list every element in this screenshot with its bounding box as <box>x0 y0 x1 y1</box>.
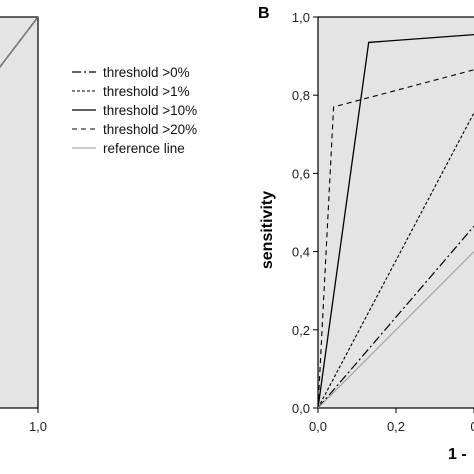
panel-b-x-tick-label: 0,2 <box>387 419 405 434</box>
legend-item: threshold >1% <box>72 84 190 99</box>
panel-b-x-ticks: 0,0 0,2 0 <box>309 408 474 434</box>
panel-b-y-tick-label: 1,0 <box>292 10 310 25</box>
panel-a-x-tick-label: 1,0 <box>29 419 47 434</box>
legend-item: reference line <box>72 141 185 156</box>
panel-b: B 0,0 0,2 0,4 0,6 0,8 1,0 0,0 0,2 0 sensitivity… <box>258 5 474 463</box>
panel-b-plot-area <box>317 16 474 409</box>
panel-b-y-tick-label: 0,0 <box>292 401 310 416</box>
panel-b-label: B <box>258 5 270 22</box>
panel-b-series <box>317 33 474 409</box>
legend-item: threshold >0% <box>72 65 190 80</box>
legend-label: threshold >0% <box>103 65 190 80</box>
legend-label: threshold >1% <box>103 84 190 99</box>
legend-label: threshold >20% <box>103 122 197 137</box>
panel-b-y-tick-label: 0,4 <box>292 245 310 260</box>
panel-b-x-tick-label: 0 <box>470 419 474 434</box>
legend-item: threshold >10% <box>72 103 197 118</box>
panel-b-y-tick-label: 0,6 <box>292 166 310 181</box>
panel-b-y-tick-label: 0,2 <box>292 323 310 338</box>
legend-item: threshold >20% <box>72 122 197 137</box>
panel-b-x-tick-label: 0,0 <box>309 419 327 434</box>
panel-a-x-ticks: 1,0 <box>29 408 47 434</box>
panel-b-y-tick-label: 0,8 <box>292 88 310 103</box>
legend-label: threshold >10% <box>103 103 197 118</box>
panel-b-y-axis-title: sensitivity <box>259 191 276 269</box>
panel-b-series-line <box>317 112 474 409</box>
legend: threshold >0% threshold >1% threshold >10%… <box>72 65 197 156</box>
panel-a: 1,0 <box>0 16 47 434</box>
panel-a-plot-area <box>0 16 39 409</box>
panel-b-x-axis-title: 1 - <box>448 446 467 463</box>
panel-b-y-ticks: 0,0 0,2 0,4 0,6 0,8 1,0 <box>292 10 318 416</box>
legend-label: reference line <box>103 141 185 156</box>
panel-b-series-line <box>317 33 474 409</box>
panel-b-series-line <box>317 225 474 409</box>
panel-b-series-line <box>317 251 474 409</box>
panel-b-series-line <box>317 69 474 409</box>
